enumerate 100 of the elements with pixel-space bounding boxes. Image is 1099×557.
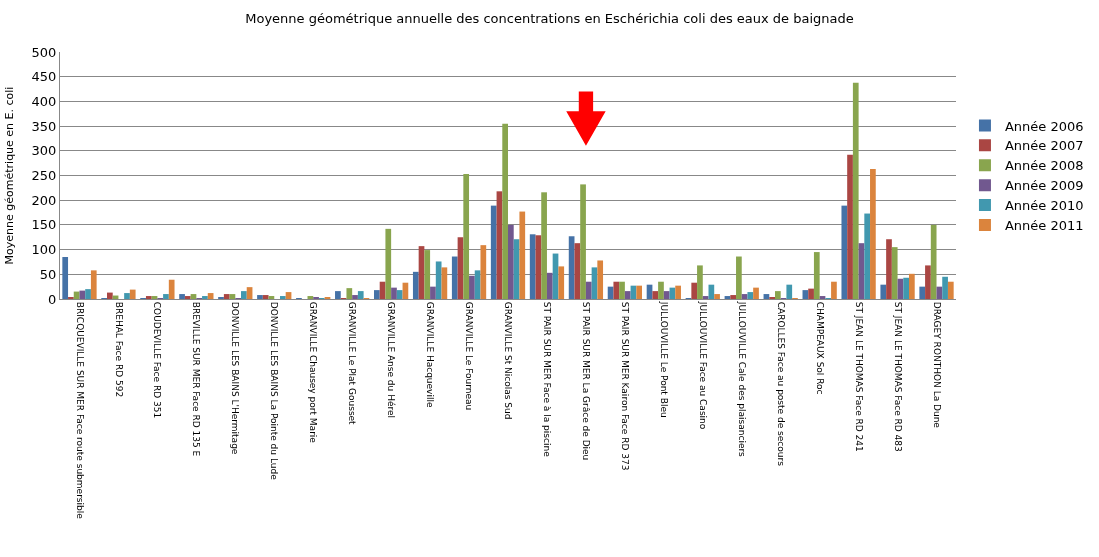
bar: [223, 294, 230, 299]
x-tick-label: GRANVILLE Anse du Hérel: [386, 301, 397, 419]
bar: [85, 289, 91, 299]
bar: [891, 247, 898, 299]
bar: [880, 284, 887, 299]
bar: [730, 295, 737, 299]
bar: [508, 224, 514, 299]
x-tick-label: JULLOUVILLE Face au Casino: [697, 300, 708, 430]
bar: [179, 294, 185, 299]
legend-label: Année 2008: [1004, 158, 1084, 174]
bar: [451, 256, 458, 299]
bar: [129, 289, 136, 299]
bar: [786, 284, 793, 299]
bar: [624, 291, 631, 299]
bar: [541, 192, 547, 299]
bar: [736, 256, 742, 299]
bar: [424, 250, 431, 299]
x-tick-label: CHAMPEAUX Sol Roc: [814, 301, 825, 395]
x-tick-label: CAROLLES Face au poste de secours: [775, 301, 786, 467]
bar: [942, 276, 948, 299]
bar: [714, 294, 720, 299]
bar: [919, 286, 926, 299]
bar: [262, 295, 269, 299]
y-tick-label: 0: [48, 291, 57, 307]
bar: [257, 295, 263, 299]
bar: [753, 287, 759, 299]
legend-label: Année 2009: [1004, 178, 1084, 194]
bar: [463, 174, 470, 299]
y-axis-title: Moyenne géométrique en E. coli: [3, 86, 17, 265]
bar: [747, 292, 754, 299]
bar: [580, 184, 586, 299]
y-tick-label: 50: [39, 266, 57, 282]
bar: [697, 265, 703, 299]
x-tick-label: ST JEAN LE THOMAS Face RD 483: [892, 301, 903, 452]
x-tick-label: ST PAIR SUR MER Kairon Face RD 373: [619, 301, 630, 471]
legend-label: Année 2007: [1004, 138, 1084, 154]
bar: [184, 296, 191, 299]
legend-label: Année 2010: [1004, 198, 1084, 214]
bar: [691, 282, 698, 299]
y-tick-label: 250: [31, 168, 57, 184]
bar: [502, 123, 508, 299]
y-tick-label: 200: [31, 192, 57, 208]
legend-label: Année 2011: [1004, 218, 1084, 234]
bar: [241, 291, 247, 299]
bar: [385, 228, 392, 299]
y-tick-label: 150: [31, 217, 57, 233]
bar: [886, 239, 892, 299]
bar: [903, 277, 909, 299]
y-tick-label: 500: [31, 44, 57, 60]
bar: [864, 213, 871, 299]
bar: [163, 294, 169, 299]
bar: [391, 287, 397, 299]
y-tick-label: 100: [31, 242, 57, 258]
bar: [558, 266, 565, 299]
bar: [519, 211, 526, 299]
bar: [908, 273, 915, 299]
bar: [636, 285, 643, 299]
bar: [597, 260, 604, 299]
y-tick-label: 300: [31, 143, 57, 159]
bar: [652, 291, 659, 299]
bar: [107, 292, 113, 299]
bar: [168, 279, 175, 299]
bar: [145, 296, 152, 299]
bar: [841, 205, 848, 299]
x-tick-label: GRANVILLE St Nicolas Sud: [503, 301, 514, 420]
bar: [925, 265, 931, 299]
x-tick-label: BREVILLE SUR MER Face RD 135 E: [191, 301, 202, 457]
y-tick-label: 400: [31, 93, 57, 109]
bar: [357, 291, 364, 299]
bar: [352, 295, 358, 299]
bar: [435, 261, 442, 299]
bar: [930, 224, 937, 299]
bar: [490, 205, 497, 299]
bar: [658, 281, 664, 299]
bar: [808, 288, 814, 299]
bar: [90, 270, 97, 299]
x-tick-label: JULLOUVILLE Cale des plaisanciers: [736, 300, 747, 458]
bar: [373, 290, 380, 299]
bar: [79, 290, 86, 299]
x-tick-label: GRANVILLE Chausey port Marie: [308, 301, 319, 444]
y-tick-label: 350: [31, 118, 57, 134]
bar: [279, 296, 286, 299]
x-tick-label: DRAGEY RONTHON La Dune: [931, 301, 942, 429]
bar: [124, 293, 130, 299]
bar: [574, 243, 581, 299]
bar: [529, 234, 536, 299]
chart-title: Moyenne géométrique annuelle des concentrations en Eschérichia coli des eaux de baignade: [245, 11, 854, 27]
bar: [546, 272, 553, 299]
x-tick-label: ST PAIR SUR MER Face à la piscine: [542, 301, 553, 458]
bar: [831, 281, 837, 299]
bar: [813, 252, 820, 299]
legend-label: Année 2006: [1004, 118, 1084, 134]
bar: [396, 290, 403, 299]
x-tick-label: DONVILLE LES BAINS L'Hermitage: [230, 301, 241, 455]
bar: [585, 281, 592, 299]
x-tick-label: COUDEVILLE Face RD 351: [152, 301, 163, 419]
bar: [702, 296, 709, 299]
bar: [663, 291, 670, 299]
x-tick-label: JULLOUVILLE Le Pont Bleu: [658, 300, 669, 418]
bar: [870, 169, 876, 299]
